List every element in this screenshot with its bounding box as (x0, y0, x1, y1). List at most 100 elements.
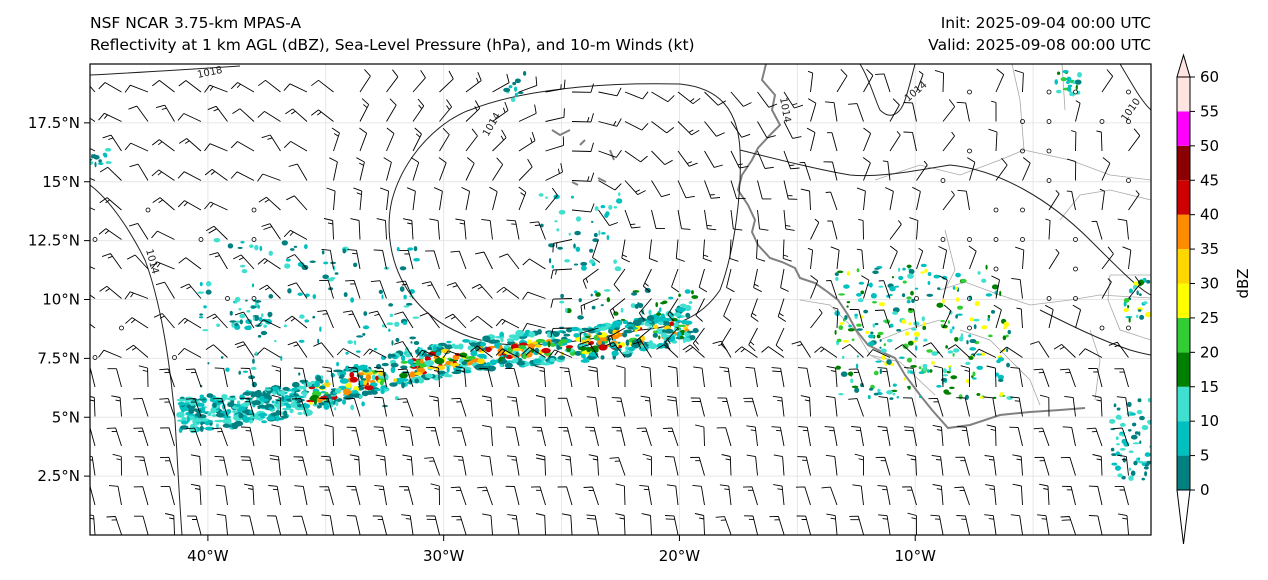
echo (462, 338, 470, 343)
wind-barb (190, 483, 202, 506)
wind-barb (875, 73, 891, 93)
wind-barb (995, 157, 1008, 181)
echo (573, 243, 576, 249)
wind-barb (609, 457, 626, 476)
echo (229, 310, 233, 316)
echo (837, 270, 844, 274)
echo (922, 363, 928, 369)
wind-barbs (90, 68, 1141, 535)
echo (622, 332, 628, 338)
wind-barb (336, 348, 361, 358)
echo (1136, 314, 1139, 318)
wind-barb (1010, 514, 1023, 535)
wind-barb (399, 486, 414, 506)
echo (662, 320, 670, 327)
wind-barb (799, 161, 811, 181)
colorbar-tick-label: 0 (1200, 481, 1210, 499)
echo (317, 338, 320, 344)
wind-barb (177, 348, 202, 358)
wind-barb (1045, 218, 1051, 240)
echo (517, 91, 524, 95)
echo (892, 307, 900, 313)
echo (692, 328, 699, 334)
echo (630, 292, 638, 296)
wind-barb (90, 266, 96, 270)
wind-barb (1117, 218, 1129, 240)
echo (551, 264, 555, 269)
echo (854, 387, 860, 393)
wind-barb (159, 456, 175, 476)
echo (365, 374, 372, 381)
wind-barb (695, 424, 705, 447)
wind-barb (571, 172, 595, 182)
echo (600, 355, 605, 360)
wind-barb (287, 341, 308, 358)
calm-wind (1046, 119, 1052, 124)
echo (1002, 335, 1007, 341)
wind-barb (916, 247, 924, 270)
echo (445, 360, 452, 366)
echo (498, 357, 503, 362)
echo (345, 382, 353, 388)
echo (322, 274, 329, 280)
wind-barb (889, 98, 900, 122)
wind-barb (667, 298, 679, 322)
wind-barb (830, 246, 840, 270)
wind-barb (178, 80, 202, 93)
echo (293, 245, 298, 248)
echo (90, 160, 94, 166)
echo (204, 426, 215, 431)
colorbar-tick-label: 15 (1200, 378, 1219, 396)
echo (323, 261, 329, 265)
echo (370, 390, 378, 395)
echo (926, 349, 933, 353)
echo (924, 268, 928, 273)
wind-barb (800, 188, 811, 211)
wind-barb (729, 239, 739, 262)
wind-barb (402, 454, 414, 476)
wind-barb (773, 454, 785, 476)
echo (627, 346, 636, 352)
echo (563, 333, 571, 337)
echo (1130, 470, 1136, 476)
echo (635, 334, 640, 337)
echo (673, 312, 682, 317)
echo (239, 313, 246, 319)
echo (261, 420, 267, 424)
echo (601, 232, 606, 235)
echo (548, 243, 555, 248)
echo (1121, 438, 1127, 444)
echo (330, 261, 337, 265)
echo (483, 354, 487, 360)
echo (400, 360, 408, 364)
echo (1114, 465, 1121, 471)
wind-barb (545, 136, 565, 152)
wind-barb (588, 454, 599, 476)
colorbar-tick-label: 20 (1200, 343, 1219, 361)
echo (419, 347, 424, 354)
wind-barb (756, 239, 766, 262)
echo (979, 396, 984, 399)
echo (956, 313, 963, 316)
echo (952, 353, 955, 357)
echo (565, 307, 568, 313)
wind-barb (286, 254, 308, 270)
echo (401, 355, 406, 362)
wind-barb (424, 457, 440, 476)
wind-barb (451, 397, 467, 417)
wind-barb (863, 68, 874, 93)
wind-barb (470, 315, 493, 329)
wind-barb (475, 251, 493, 270)
calm-wind (1046, 89, 1052, 95)
wind-barb (632, 340, 652, 358)
wind-barb (825, 280, 838, 299)
wind-barb (397, 398, 414, 417)
wind-barb (955, 456, 970, 476)
echo (1066, 76, 1072, 82)
wind-barb (90, 207, 96, 211)
echo (914, 336, 919, 341)
echo (1003, 321, 1010, 328)
wind-barb (545, 108, 565, 122)
echo (375, 375, 379, 381)
echo (973, 318, 980, 322)
